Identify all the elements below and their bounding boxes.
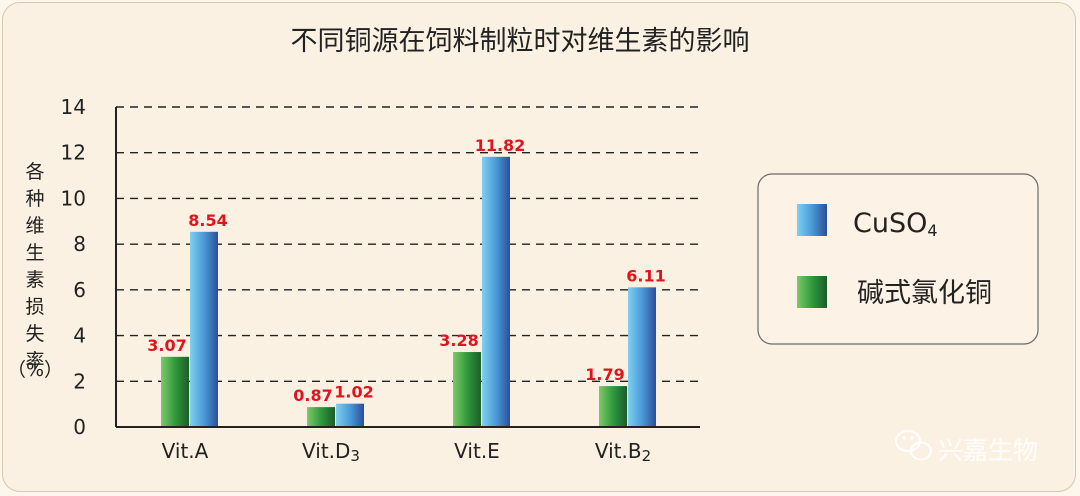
y-tick-label: 0 xyxy=(73,415,86,439)
legend-label-basic-copper-chloride: 碱式氯化铜 xyxy=(857,278,992,309)
y-axis-unit: （%） xyxy=(7,359,63,381)
legend-swatch-basic-copper-chloride xyxy=(797,276,827,308)
y-axis-label-char: 失 xyxy=(25,323,44,345)
legend-box xyxy=(757,173,1039,345)
y-axis-label-char: 维 xyxy=(25,215,44,237)
y-axis-label-char: 生 xyxy=(25,242,44,264)
category-label: Vit.B2 xyxy=(595,439,651,465)
y-axis-label-char: 素 xyxy=(25,269,44,291)
bar xyxy=(482,156,510,428)
bar xyxy=(599,386,627,427)
category-labels: Vit.A Vit.D3 Vit.E Vit.B2 xyxy=(162,439,651,465)
data-label: 3.07 xyxy=(147,336,186,355)
watermark-text: 兴嘉生物 xyxy=(938,436,1038,465)
y-ticks: 0 2 4 6 8 10 12 14 xyxy=(61,95,86,439)
bar xyxy=(307,407,335,427)
y-axis-label-char: 率 xyxy=(25,350,44,372)
data-label: 1.02 xyxy=(334,383,373,402)
y-tick-label: 6 xyxy=(73,278,86,302)
bar xyxy=(336,403,364,427)
y-tick-label: 10 xyxy=(61,186,86,210)
bar xyxy=(190,231,218,427)
y-axis-label-char: 各 xyxy=(25,161,44,183)
bars xyxy=(161,156,656,428)
y-tick-label: 8 xyxy=(73,232,86,256)
y-tick-label: 4 xyxy=(73,324,86,348)
data-label: 3.28 xyxy=(439,331,478,350)
axes xyxy=(115,107,700,428)
y-tick-label: 2 xyxy=(73,369,86,393)
data-label: 1.79 xyxy=(585,365,624,384)
data-label: 8.54 xyxy=(188,211,227,230)
data-labels: 3.07 0.87 3.28 1.79 8.54 1.02 11.82 6.11 xyxy=(147,136,665,405)
category-label: Vit.E xyxy=(454,439,500,463)
legend: CuSO4 碱式氯化铜 xyxy=(797,204,992,309)
bar xyxy=(161,356,189,427)
data-label: 11.82 xyxy=(475,136,526,155)
data-label: 6.11 xyxy=(626,266,665,285)
y-tick-label: 14 xyxy=(61,95,86,119)
y-axis-label-char: 种 xyxy=(25,188,44,210)
wechat-icon xyxy=(895,430,932,461)
y-tick-label: 12 xyxy=(61,141,86,165)
bar xyxy=(453,352,481,427)
watermark: 兴嘉生物 xyxy=(895,430,1038,465)
category-label: Vit.A xyxy=(162,439,209,463)
y-axis-label-char: 损 xyxy=(25,296,44,318)
chart-title: 不同铜源在饲料制粒时对维生素的影响 xyxy=(291,26,750,57)
legend-label-cuso4: CuSO4 xyxy=(853,208,938,240)
category-label: Vit.D3 xyxy=(302,439,360,465)
legend-swatch-cuso4 xyxy=(797,204,827,236)
bar xyxy=(628,287,656,427)
data-label: 0.87 xyxy=(293,386,332,405)
